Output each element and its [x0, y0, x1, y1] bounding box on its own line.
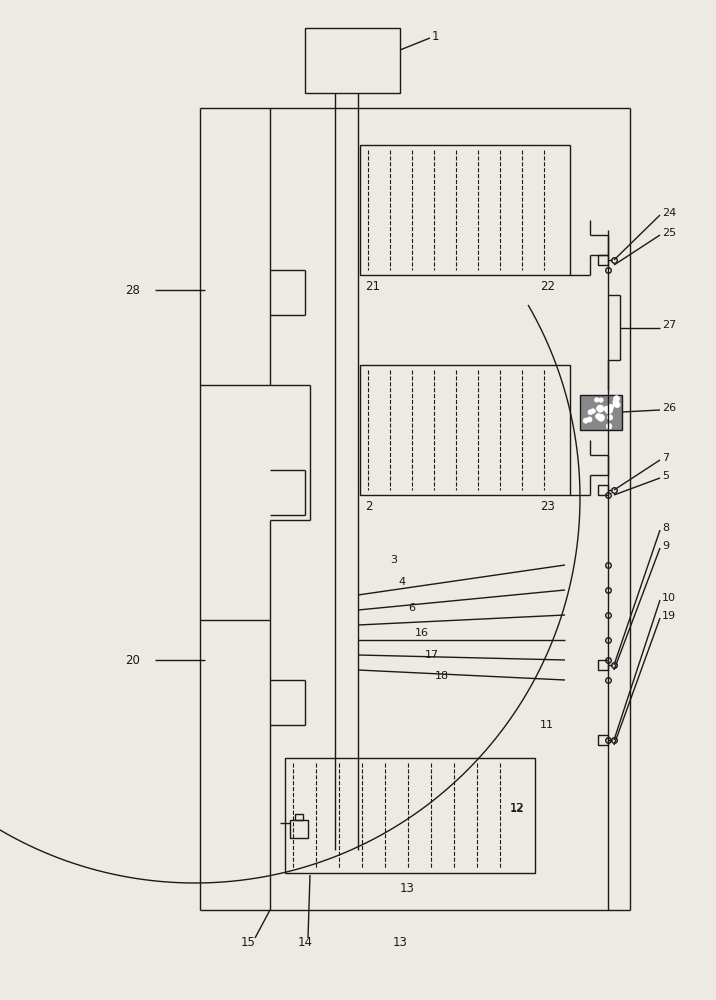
Text: 24: 24	[662, 208, 676, 218]
Text: 17: 17	[425, 650, 439, 660]
Circle shape	[604, 406, 609, 411]
Text: 8: 8	[662, 523, 669, 533]
Circle shape	[583, 418, 589, 423]
Bar	[580, 395, 622, 430]
Text: 6: 6	[408, 603, 415, 613]
Text: 3: 3	[390, 555, 397, 565]
Bar	[598, 255, 608, 265]
Text: 27: 27	[662, 320, 676, 330]
Bar	[598, 485, 608, 495]
Text: 18: 18	[435, 671, 449, 681]
Text: 22: 22	[540, 280, 555, 294]
Circle shape	[614, 402, 620, 408]
Circle shape	[606, 424, 612, 429]
Circle shape	[596, 405, 604, 412]
Text: 2: 2	[365, 500, 372, 514]
Text: 13: 13	[392, 936, 407, 948]
Text: 1: 1	[432, 30, 440, 43]
Bar	[598, 735, 608, 745]
Bar	[290, 820, 308, 838]
Bar	[285, 758, 535, 873]
Text: 28: 28	[125, 284, 140, 296]
Text: 11: 11	[540, 720, 554, 730]
Circle shape	[614, 396, 619, 402]
Text: 14: 14	[298, 936, 312, 948]
Text: 25: 25	[662, 228, 676, 238]
Circle shape	[613, 399, 619, 405]
Circle shape	[599, 398, 603, 402]
Bar	[360, 145, 570, 275]
Bar	[360, 365, 570, 495]
Text: 20: 20	[125, 654, 140, 666]
Text: 12: 12	[510, 802, 525, 814]
Bar	[598, 660, 608, 670]
Circle shape	[588, 410, 593, 415]
Circle shape	[608, 404, 614, 410]
Text: 4: 4	[398, 577, 405, 587]
Circle shape	[591, 409, 595, 414]
Text: 23: 23	[540, 500, 555, 514]
Text: 16: 16	[415, 628, 429, 638]
Text: 26: 26	[662, 403, 676, 413]
Text: 9: 9	[662, 541, 669, 551]
Text: 7: 7	[662, 453, 669, 463]
Text: 10: 10	[662, 593, 676, 603]
Text: 5: 5	[662, 471, 669, 481]
Circle shape	[594, 398, 599, 402]
Circle shape	[596, 414, 601, 419]
Circle shape	[605, 406, 613, 414]
Text: 21: 21	[365, 280, 380, 294]
Text: 12: 12	[510, 803, 524, 813]
Circle shape	[597, 414, 604, 421]
Circle shape	[587, 417, 592, 422]
Circle shape	[613, 402, 619, 407]
Text: 19: 19	[662, 611, 676, 621]
Circle shape	[607, 415, 613, 420]
Text: 15: 15	[241, 936, 256, 948]
Bar	[295, 814, 303, 820]
Text: 13: 13	[400, 882, 415, 894]
Bar	[305, 28, 400, 93]
